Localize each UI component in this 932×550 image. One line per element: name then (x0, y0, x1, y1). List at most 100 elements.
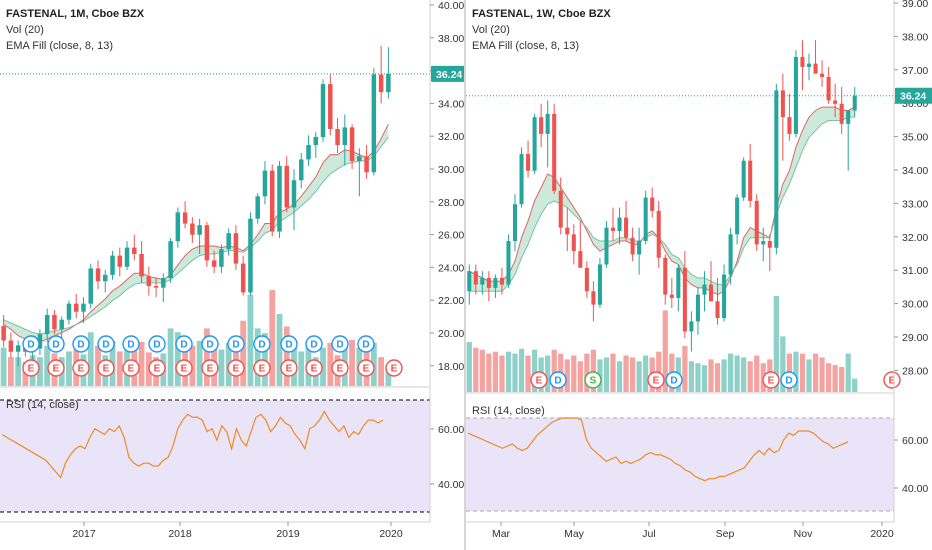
volume-bar (525, 355, 531, 392)
candle-body (558, 190, 563, 228)
volume-bar (479, 349, 485, 392)
candle-body (656, 210, 661, 258)
event-badge-label: E (311, 364, 318, 375)
event-badge-label: E (653, 376, 660, 387)
volume-bar (378, 357, 385, 386)
rsi-title-left: RSI (14, close) (6, 399, 79, 411)
chart-left-canvas[interactable]: D E D E D E D E D E D E D E D E D E D E D E D E D E D E E 40.00 38.00 3… (0, 0, 464, 550)
candle-body (774, 90, 779, 248)
volume-bar (466, 342, 472, 392)
event-badge-label: D (52, 340, 59, 351)
candle-body (689, 321, 694, 332)
candle-body (233, 233, 239, 264)
price-tick-label: 37.00 (902, 65, 928, 77)
candle-body (226, 233, 231, 250)
ema-fill-area (469, 107, 855, 295)
chart-right-canvas[interactable]: E D S E D E D E39.0038.0037.0036.0035.0034.0033… (466, 0, 932, 550)
volume-bar (7, 357, 14, 386)
candle-body (650, 197, 655, 211)
candle-body (284, 165, 289, 208)
candle-body (386, 73, 391, 93)
volume-bar (629, 357, 636, 392)
last-price-tag-left (431, 65, 464, 82)
volume-bar (254, 328, 261, 386)
event-badge-label: E (233, 364, 240, 375)
candle-body (320, 84, 326, 138)
candle-body (139, 254, 144, 277)
event-badge-d (148, 335, 166, 353)
volume-bar (577, 361, 583, 392)
event-badge-d (201, 335, 219, 353)
event-badge-e (530, 371, 548, 389)
time-tick-label: 2018 (168, 528, 192, 540)
volume-bar (845, 353, 851, 392)
volume-bar (320, 347, 326, 386)
volume-bar (623, 355, 629, 392)
candle-body (467, 271, 472, 292)
event-badge-d (357, 335, 375, 353)
volume-bar (741, 357, 747, 392)
volume-bar (327, 342, 334, 386)
candle-body (506, 241, 511, 285)
time-tick-label: 2019 (276, 528, 300, 540)
volume-bar (819, 357, 825, 392)
volume-bar (603, 357, 610, 392)
candle-body (110, 255, 115, 275)
rsi-line (1, 410, 384, 479)
volume-bar (564, 359, 570, 392)
candle-body (604, 227, 609, 265)
price-tick-label: 30.00 (438, 164, 464, 176)
time-tick-label: Nov (794, 528, 813, 540)
volume-bar (518, 348, 525, 392)
volume-bar (584, 353, 590, 392)
event-badge-e (175, 359, 193, 377)
candle-body (146, 276, 152, 287)
ema-fast-line (469, 106, 855, 296)
candle-body (617, 217, 622, 231)
chart-panel-left[interactable]: D E D E D E D E D E D E D E D E D E D E D E D E D E D E E 40.00 38.00 3… (0, 0, 464, 550)
time-tick-label: Sep (716, 528, 735, 540)
volume-bar (116, 351, 123, 386)
candle-body (728, 234, 733, 275)
event-badge-label: D (785, 376, 792, 387)
candle-body (306, 145, 311, 160)
volume-bar (218, 349, 225, 386)
event-badge-label: D (670, 376, 677, 387)
volume-bar (492, 351, 499, 392)
event-badge-s (584, 371, 602, 389)
candle-body (826, 77, 831, 101)
price-tick-label: 28.00 (902, 365, 928, 377)
event-badge-e (883, 371, 901, 389)
event-badge-e (22, 359, 40, 377)
event-badge-d (72, 335, 90, 353)
candle-body (787, 117, 792, 134)
volume-bar (262, 333, 268, 386)
event-badge-e (280, 359, 298, 377)
candle-body (852, 95, 857, 111)
price-tick-label: 31.00 (902, 265, 928, 277)
event-badge-e (97, 359, 115, 377)
volume-bar (825, 363, 832, 392)
rsi-line (467, 417, 849, 482)
event-badge-e (47, 359, 65, 377)
candle-body (761, 241, 766, 245)
candle-body (211, 260, 217, 267)
event-badge-e (647, 371, 665, 389)
event-badge-e (305, 359, 323, 377)
volume-bar (682, 345, 688, 392)
time-tick-label: 2020 (870, 528, 894, 540)
rsi-tick-label: 40.00 (902, 483, 928, 495)
price-tick-label: 33.00 (902, 198, 928, 210)
candle-body (578, 251, 583, 268)
volume-bar (734, 355, 740, 392)
event-badge-e (357, 359, 375, 377)
price-tick-label: 34.00 (438, 98, 464, 110)
rsi-title-right: RSI (14, close) (472, 405, 545, 417)
chart-panel-right[interactable]: E D S E D E D E 39.00 38.00 37.00 36.00 35.00 34.00 33… (466, 0, 932, 550)
candle-body (59, 319, 64, 330)
volume-bar (747, 361, 753, 392)
event-badge-label: D (232, 340, 239, 351)
volume-bar (571, 355, 577, 392)
candle-body (735, 197, 740, 235)
candle-body (219, 249, 224, 267)
